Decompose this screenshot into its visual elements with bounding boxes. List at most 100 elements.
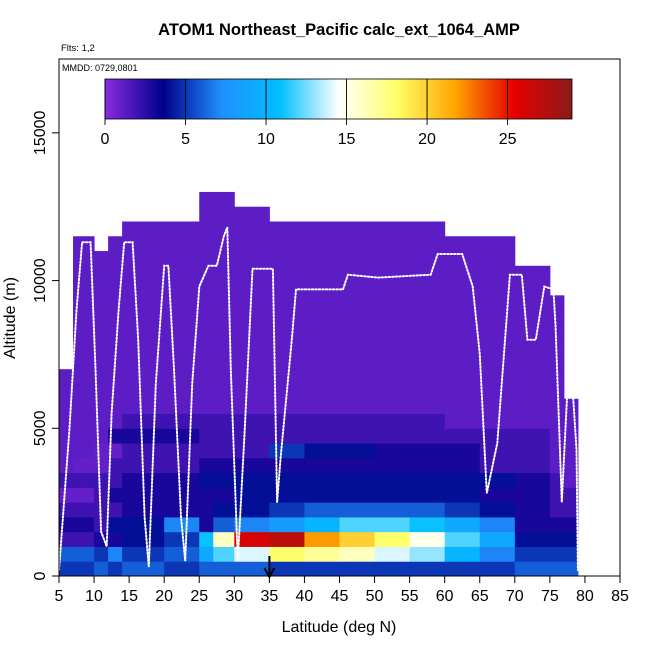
heatmap-cell — [66, 472, 74, 488]
heatmap-cell — [108, 487, 123, 503]
x-tick-label: 50 — [366, 588, 384, 605]
heatmap-cell — [73, 324, 95, 341]
x-tick-label: 30 — [225, 588, 243, 605]
heatmap-cell — [164, 383, 200, 400]
heatmap-cell — [59, 413, 67, 429]
heatmap-cell — [409, 369, 446, 385]
heatmap-cell — [269, 265, 305, 282]
heatmap-cell — [514, 280, 551, 296]
heatmap-cell — [514, 354, 551, 370]
heatmap-cell — [304, 487, 340, 503]
heatmap-cell — [479, 295, 516, 311]
heatmap-cell — [269, 531, 305, 547]
heatmap-cell — [213, 531, 235, 547]
heatmap-cell — [269, 561, 305, 576]
heatmap-cell — [269, 472, 305, 488]
heatmap-cell — [164, 251, 200, 267]
heatmap-cell — [199, 310, 214, 326]
heatmap-cell — [339, 265, 376, 282]
heatmap-cell — [164, 324, 200, 341]
heatmap-cell — [213, 280, 235, 296]
heatmap-cell — [122, 561, 165, 576]
heatmap-cell — [339, 487, 376, 503]
heatmap-cell — [122, 221, 165, 237]
heatmap-cell — [444, 280, 481, 296]
heatmap-cell — [563, 443, 579, 459]
heatmap-cell — [213, 502, 235, 518]
x-tick-label: 80 — [576, 588, 594, 605]
heatmap-cell — [234, 428, 270, 444]
heatmap-cell — [94, 443, 109, 459]
heatmap-cell — [479, 324, 516, 341]
heatmap-cell — [444, 310, 481, 326]
heatmap-cell — [94, 324, 109, 341]
heatmap-cell — [108, 502, 123, 518]
heatmap-cell — [213, 428, 235, 444]
heatmap-cell — [409, 502, 446, 518]
heatmap-cell — [213, 383, 235, 400]
heatmap-cell — [304, 251, 340, 267]
heatmap-cell — [199, 443, 214, 459]
heatmap-cell — [73, 398, 95, 415]
heatmap-cell — [339, 516, 376, 533]
heatmap-cell — [444, 324, 481, 341]
heatmap-cell — [339, 221, 376, 237]
heatmap-cell — [549, 413, 565, 429]
heatmap-cell — [304, 443, 340, 459]
heatmap-cell — [234, 413, 270, 429]
heatmap-cell — [234, 339, 270, 355]
heatmap-cell — [199, 206, 214, 222]
heatmap-cell — [514, 310, 551, 326]
heatmap-cell — [444, 413, 481, 429]
heatmap-cell — [59, 472, 67, 488]
heatmap-cell — [409, 295, 446, 311]
heatmap-cell — [304, 295, 340, 311]
heatmap-cell — [94, 265, 109, 282]
heatmap-cell — [514, 428, 551, 444]
heatmap-cell — [304, 265, 340, 282]
heatmap-cell — [269, 221, 305, 237]
x-tick-label: 85 — [611, 588, 629, 605]
heatmap-cells — [59, 191, 579, 576]
heatmap-cell — [444, 546, 481, 562]
heatmap-cell — [409, 443, 446, 459]
heatmap-cell — [213, 398, 235, 415]
heatmap-cell — [213, 561, 235, 576]
heatmap-cell — [199, 413, 214, 429]
heatmap-cell — [549, 443, 565, 459]
heatmap-cell — [108, 516, 123, 533]
heatmap-cell — [514, 561, 551, 576]
heatmap-cell — [374, 428, 411, 444]
colorbar-tick-label: 25 — [499, 131, 517, 148]
heatmap-cell — [122, 428, 165, 444]
heatmap-cell — [304, 531, 340, 547]
heatmap-cell — [514, 457, 551, 474]
heatmap-cell — [374, 295, 411, 311]
heatmap-cell — [444, 516, 481, 533]
heatmap-cell — [73, 339, 95, 355]
heatmap-cell — [164, 236, 200, 252]
heatmap-cell — [444, 251, 481, 267]
heatmap-cell — [444, 428, 481, 444]
heatmap-cell — [269, 339, 305, 355]
heatmap-cell — [444, 561, 481, 576]
heatmap-cell — [514, 324, 551, 341]
heatmap-cell — [479, 531, 516, 547]
heatmap-cell — [59, 531, 67, 547]
heatmap-cell — [374, 546, 411, 562]
heatmap-cell — [108, 236, 123, 252]
heatmap-cell — [374, 221, 411, 237]
heatmap-cell — [108, 546, 123, 562]
heatmap-cell — [444, 265, 481, 282]
heatmap-cell — [549, 561, 565, 576]
heatmap-cell — [199, 191, 214, 208]
heatmap-cell — [304, 221, 340, 237]
heatmap-cell — [122, 339, 165, 355]
heatmap-cell — [94, 295, 109, 311]
heatmap-cell — [59, 383, 67, 400]
heatmap-cell — [479, 236, 516, 252]
heatmap-cell — [514, 546, 551, 562]
heatmap-cell — [213, 516, 235, 533]
heatmap-cell — [304, 369, 340, 385]
